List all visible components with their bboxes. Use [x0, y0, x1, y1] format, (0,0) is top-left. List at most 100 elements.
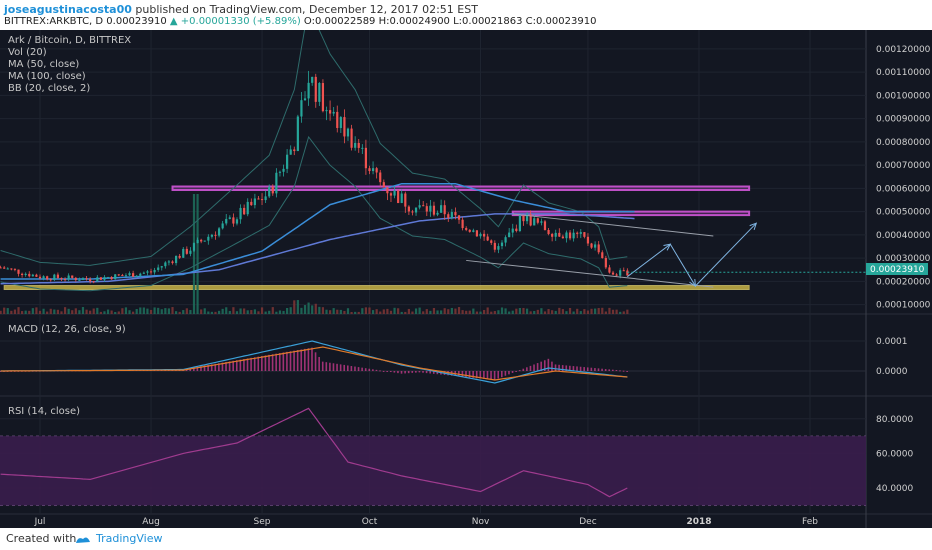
candle-body — [429, 205, 432, 212]
macd-histogram-bar — [411, 371, 414, 373]
volume-bar — [110, 310, 113, 314]
candle-body — [346, 128, 350, 137]
volume-bar — [443, 308, 446, 314]
rsi-tick-label: 60.0000 — [876, 449, 913, 459]
price-tick-label: 0.00070000 — [876, 161, 931, 171]
macd-histogram-bar — [271, 354, 274, 371]
macd-histogram-bar — [501, 371, 503, 378]
candle-body — [210, 234, 214, 237]
candle-body — [246, 201, 249, 215]
candle-body — [286, 154, 289, 169]
candle-body — [260, 199, 264, 201]
falling-wedge-lower — [466, 259, 714, 288]
resistance-zone-fill — [512, 211, 750, 216]
macd-histogram-bar — [590, 367, 593, 371]
candle-body — [518, 215, 522, 231]
volume-bar — [518, 308, 522, 314]
candle-body — [307, 82, 310, 99]
candle-body — [440, 205, 443, 213]
volume-bar — [375, 309, 378, 314]
candle-body — [407, 206, 410, 212]
chart-area[interactable]: 0.00120000 0.00110000 0.00100000 0.00090000… — [0, 4, 932, 528]
volume-bar — [318, 306, 321, 314]
volume-bar — [89, 310, 92, 314]
volume-bar — [418, 307, 421, 314]
volume-bar — [379, 311, 382, 314]
author-link[interactable]: joseagustinacosta00 — [4, 3, 132, 16]
candle-body — [325, 110, 328, 112]
volume-bar — [142, 307, 145, 314]
candle-body — [547, 230, 550, 234]
candle-body — [379, 172, 382, 183]
footer: Created with TradingView — [0, 528, 932, 550]
macd-histogram-bar — [325, 362, 328, 371]
volume-bar — [590, 308, 593, 314]
candle-body — [404, 193, 407, 207]
macd-histogram-bar — [339, 364, 342, 371]
macd-histogram-bar — [561, 365, 564, 371]
price-tick-label: 0.00020000 — [876, 277, 931, 287]
candle-body — [142, 272, 145, 274]
arrow-head-icon — [749, 222, 758, 231]
tradingview-logo-icon[interactable] — [74, 533, 92, 545]
candle-body — [99, 277, 102, 280]
candle-body — [24, 273, 27, 276]
volume-bar — [210, 311, 214, 314]
candle-body — [67, 275, 70, 280]
macd-histogram-bar — [543, 360, 546, 371]
ma100-line — [0, 213, 635, 285]
volume-bar — [400, 311, 403, 314]
candle-body — [493, 242, 496, 250]
candle-body — [13, 268, 17, 270]
volume-bar — [522, 307, 525, 314]
candle-body — [479, 233, 482, 237]
volume-bar — [3, 307, 6, 314]
candle-body — [500, 242, 504, 247]
volume-layer — [0, 194, 629, 314]
publish-line: joseagustinacosta00 published on Trading… — [4, 3, 478, 16]
volume-bar — [407, 308, 410, 314]
volume-bar — [543, 311, 547, 314]
volume-bar — [328, 310, 332, 314]
volume-bar — [250, 310, 253, 314]
macd-histogram-bar — [275, 353, 277, 371]
candle-body — [375, 168, 378, 173]
volume-bar — [117, 311, 120, 314]
candle-body — [382, 182, 385, 188]
candle-body — [354, 142, 357, 148]
candle-body — [103, 277, 106, 280]
macd-histogram-bar — [601, 368, 603, 371]
volume-bar — [13, 309, 17, 314]
macd-histogram-bar — [314, 352, 317, 371]
volume-bar — [38, 310, 42, 314]
volume-bar — [500, 307, 504, 314]
volume-bar — [296, 300, 299, 314]
candle-body — [368, 168, 371, 172]
tradingview-link[interactable]: TradingView — [96, 532, 163, 545]
signal-line — [0, 346, 628, 381]
macd-histogram-bar — [243, 359, 245, 371]
candle-body — [619, 270, 622, 276]
macd-histogram-bar — [518, 370, 521, 372]
volume-bar — [422, 311, 425, 314]
volume-bar — [368, 307, 371, 314]
macd-histogram-bar — [343, 364, 346, 371]
candle-body — [207, 236, 210, 241]
candle-body — [239, 207, 242, 220]
macd-histogram-bar — [461, 371, 464, 377]
macd-histogram-bar — [529, 365, 532, 371]
macd-histogram-bar — [619, 370, 621, 372]
candle-body — [196, 239, 199, 244]
volume-bar — [178, 311, 181, 314]
time-tick-label: Jul — [34, 517, 46, 527]
volume-bar — [196, 194, 199, 314]
candle-body — [264, 196, 267, 201]
macd-histogram-bar — [415, 371, 417, 373]
macd-histogram-bar — [493, 371, 496, 380]
volume-bar — [257, 311, 260, 314]
candle-body — [565, 232, 568, 239]
macd-histogram-bar — [289, 351, 292, 371]
candle-body — [3, 267, 6, 269]
candle-body — [511, 228, 514, 233]
chart-svg[interactable]: 0.00120000 0.00110000 0.00100000 0.00090000… — [0, 4, 932, 528]
